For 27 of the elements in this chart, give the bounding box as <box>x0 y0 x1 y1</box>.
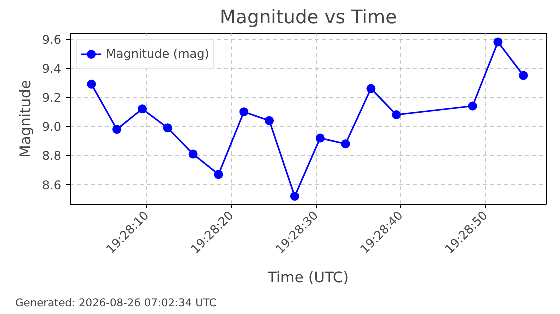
point <box>341 140 350 149</box>
y-axis-title: Magnitude <box>17 80 34 158</box>
point <box>468 102 478 111</box>
point <box>265 116 274 126</box>
legend-label: Magnitude (mag) <box>106 47 210 61</box>
point <box>290 192 300 201</box>
text: Generated: 2026-08-26 07:02:34 UTC <box>16 296 217 310</box>
chart-title: Magnitude vs Time <box>220 8 398 28</box>
point <box>188 150 198 159</box>
point <box>519 71 528 80</box>
point <box>87 80 96 89</box>
point <box>163 124 172 133</box>
point <box>494 38 503 47</box>
y-tick-label: 9.2 <box>42 91 62 106</box>
point <box>138 104 148 114</box>
y-tick-label: 9.6 <box>42 32 62 47</box>
point <box>214 170 224 180</box>
x-axis-title: Time (UTC) <box>266 270 350 287</box>
point <box>112 125 122 134</box>
point <box>316 134 325 143</box>
y-tick-label: 9.4 <box>42 62 62 76</box>
y-tick-label: 9.0 <box>42 120 62 134</box>
y-tick-label: 8.6 <box>42 178 62 192</box>
point <box>392 110 402 120</box>
y-tick-label: 8.8 <box>42 149 62 164</box>
point <box>366 84 376 94</box>
point <box>240 108 249 117</box>
